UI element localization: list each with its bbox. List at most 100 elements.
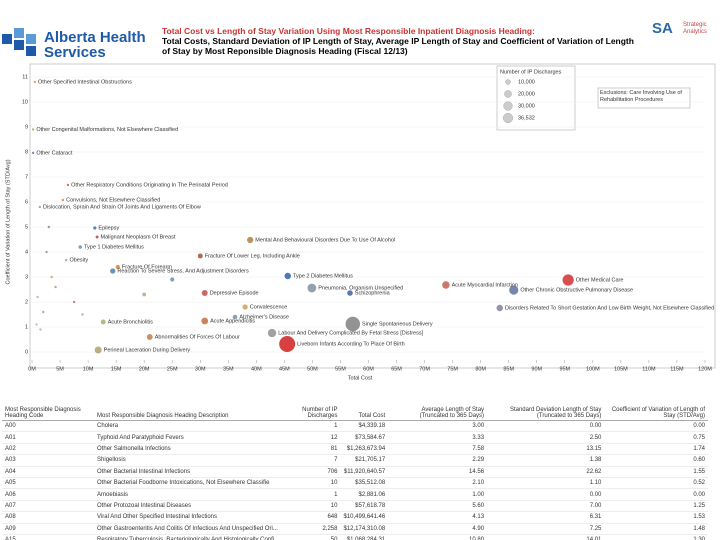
table-row: A07 Other Protozoal Intestinal Diseases 10… xyxy=(2,500,708,513)
bubble xyxy=(93,226,97,230)
table-cell: 0.75 xyxy=(604,431,708,444)
x-tick-label: 10M xyxy=(83,366,94,372)
table-cell: A01 xyxy=(2,431,95,444)
table-cell: Other Bacterial Foodborne Intoxications,… xyxy=(94,477,281,490)
table-cell: 7.58 xyxy=(388,443,488,456)
bubble xyxy=(562,274,574,286)
bubble xyxy=(64,258,68,262)
table-cell: 1.00 xyxy=(388,488,488,501)
table-cell: Typhoid And Paratyphoid Fevers xyxy=(94,431,281,444)
bubble xyxy=(54,285,57,289)
table-cell: 1 xyxy=(280,420,341,433)
bubble xyxy=(279,336,296,352)
bubble xyxy=(284,272,291,280)
point-label: Acute Appendicitis xyxy=(210,318,255,324)
point-label: Abnormalities Of Forces Of Labour xyxy=(155,334,240,340)
x-tick-label: 0M xyxy=(28,366,36,372)
x-tick-label: 110M xyxy=(642,366,656,372)
bubble xyxy=(110,268,116,274)
legend-bubble xyxy=(503,101,513,111)
bubble xyxy=(61,198,65,202)
brand-sub: Strategic Analytics xyxy=(683,22,708,35)
bubble xyxy=(39,328,42,331)
x-tick-label: 50M xyxy=(307,366,318,372)
table-cell: $73,584.67 xyxy=(340,431,389,444)
legend-bubble xyxy=(505,79,511,85)
table-cell: 7 xyxy=(280,454,341,467)
bubble xyxy=(38,205,42,209)
legend-bubble xyxy=(504,90,512,98)
point-label: Malignant Neoplasm Of Breast xyxy=(101,234,176,240)
table-cell: Shigellosis xyxy=(94,454,281,467)
x-tick-label: 85M xyxy=(503,366,514,372)
column-header: Most Responsible Diagnosis Heading Code xyxy=(2,388,95,421)
x-tick-label: 15M xyxy=(111,366,122,372)
y-tick-label: 9 xyxy=(25,124,28,130)
table-row: A04 Other Bacterial Intestinal Infections… xyxy=(2,466,708,478)
y-tick-label: 11 xyxy=(22,74,28,80)
table-cell: $10,499,641.46 xyxy=(340,511,389,524)
bubble xyxy=(36,295,39,299)
point-label: Other Specified Intestinal Obstructions xyxy=(38,79,132,85)
table-cell: $4,339.18 xyxy=(340,420,389,433)
table-cell: 6.31 xyxy=(487,511,605,524)
column-header: Total Cost xyxy=(340,388,389,421)
table-cell: 1 xyxy=(280,488,341,501)
point-label: Other Chronic Obstructive Pulmonary Dise… xyxy=(520,287,633,293)
table-row: A15Respiratory Tuberculosis, Bacteriolog… xyxy=(2,534,708,540)
header-row: Most Responsible Diagnosis Heading Code M… xyxy=(2,388,708,421)
bubble xyxy=(496,304,503,312)
bubble xyxy=(42,310,45,314)
legend-label: 30,000 xyxy=(518,103,535,109)
bubble xyxy=(72,300,76,304)
table-cell: A00 xyxy=(2,420,95,433)
bubble xyxy=(45,250,48,254)
bubble xyxy=(95,235,99,239)
bubble xyxy=(31,128,35,131)
table-cell: A05 xyxy=(2,477,95,490)
table-cell: 4.13 xyxy=(388,511,488,524)
bubble xyxy=(170,277,175,282)
table-cell: Respiratory Tuberculosis, Bacteriologica… xyxy=(94,534,281,540)
point-label: Liveborn Infants According To Place Of B… xyxy=(297,341,405,347)
bubble xyxy=(347,290,353,296)
table-cell: A08 xyxy=(2,511,95,524)
table-cell: 1.25 xyxy=(604,500,708,513)
point-label: Schizophrenia xyxy=(355,290,391,296)
table-cell: 10.80 xyxy=(388,534,488,540)
table-cell: $11,920,640.57 xyxy=(340,466,389,478)
table-row: A05 Other Bacterial Foodborne Intoxicatio… xyxy=(2,477,708,490)
legend-label: 10,000 xyxy=(518,79,535,85)
bubble xyxy=(345,316,361,332)
x-tick-label: 75M xyxy=(447,366,458,372)
bubble xyxy=(31,151,35,155)
table-cell: 81 xyxy=(280,443,341,456)
bubble xyxy=(197,253,203,259)
point-label: Convulsions, Not Elsewhere Classified xyxy=(66,197,160,203)
point-label: Other Congenital Malformations, Not Else… xyxy=(36,127,178,133)
point-label: Dislocation, Sprain And Strain Of Joints… xyxy=(43,204,201,210)
bubble xyxy=(267,328,277,338)
subtitle: Total Costs, Standard Deviation of IP Le… xyxy=(162,36,634,56)
x-tick-label: 40M xyxy=(251,366,262,372)
bubble xyxy=(232,314,238,320)
table-cell: 1.53 xyxy=(604,511,708,524)
logo-mark xyxy=(2,28,36,56)
table-cell: 1.74 xyxy=(604,443,708,456)
point-label: Single Spontaneous Delivery xyxy=(362,321,433,327)
column-header: Standard Deviation Length of Stay (Trunc… xyxy=(487,388,605,421)
point-label: Type 2 Diabetes Mellitus xyxy=(293,273,353,279)
bubble xyxy=(100,319,106,325)
point-label: Pneumonia, Organism Unspecified xyxy=(318,285,403,291)
table-cell: A02 xyxy=(2,443,95,456)
table-cell: 0.00 xyxy=(604,420,708,433)
table-cell: 0.00 xyxy=(604,488,708,501)
x-tick-label: 120M xyxy=(698,366,712,372)
table-cell: 10 xyxy=(280,477,341,490)
bubble xyxy=(66,183,70,187)
bubble xyxy=(442,281,450,289)
table-cell: 14.56 xyxy=(388,466,488,478)
table-row: A09 Other Gastroenteritis And Colitis Of … xyxy=(2,523,708,535)
bubble xyxy=(35,323,38,326)
